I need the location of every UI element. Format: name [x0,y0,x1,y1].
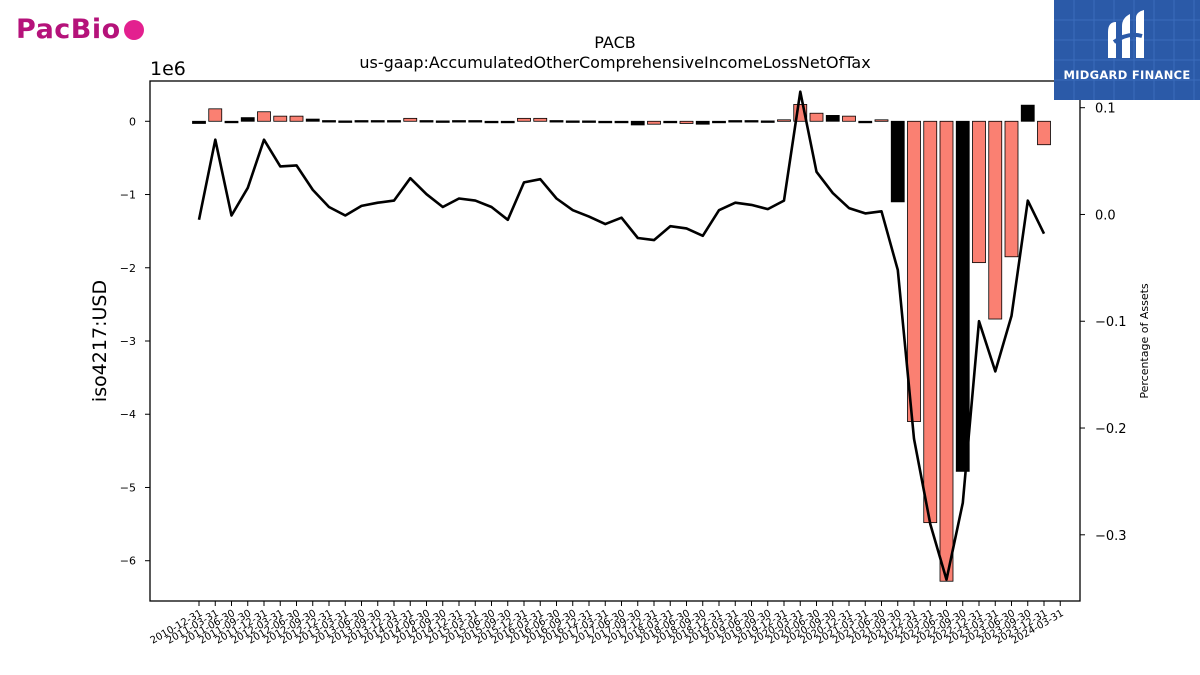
bar [403,117,418,122]
bar [289,115,304,122]
y-tick-label: −6 [120,555,136,568]
line-group [197,90,1046,581]
y-tick-label: −1 [120,189,136,202]
bar [939,120,954,582]
bar [825,115,840,122]
bar [354,120,369,123]
pacbio-logo-text: PacBio [16,13,121,45]
bar [468,120,483,123]
bar [387,120,401,123]
bar [679,120,694,124]
y-tick-label: 0 [129,115,136,128]
bar [955,120,970,472]
bar [712,120,726,124]
series-line [197,90,1046,581]
bar [972,120,986,264]
bar [484,120,499,124]
bar [549,120,564,123]
bar [338,120,353,123]
bar [630,120,645,126]
pacbio-logo: PacBio [16,12,144,46]
bar [224,120,239,124]
bar [582,120,596,123]
bar [744,120,759,123]
bar [533,117,548,122]
midgard-finance-logo: MIDGARD FINANCE [1054,0,1200,100]
bar [728,120,743,123]
bar [777,119,791,122]
bar [842,115,856,122]
y-offset-label: 1e6 [150,58,186,80]
bar [598,120,613,124]
bar [890,120,905,203]
y-tick-label: −3 [120,335,136,348]
logo-grid-pattern [1054,0,1200,100]
bar [419,120,434,123]
pacbio-logo-dot [123,20,144,40]
chart-title: PACB [594,33,635,52]
y2-tick-label: −0.3 [1095,529,1127,544]
y2-tick-label: 0.0 [1095,208,1116,223]
bar [988,120,1003,320]
bar [760,120,775,123]
bar [240,117,255,122]
bar [1020,104,1035,122]
y-tick-label: −4 [120,408,136,421]
y-axis-label: iso4217:USD [89,280,111,402]
bar [614,120,629,124]
bar [192,120,206,124]
bar [435,120,450,123]
bar [1037,120,1051,146]
bar [565,120,580,123]
bar [305,118,320,122]
y2-axis-label: Percentage of Assets [1138,283,1151,399]
bar [500,120,515,124]
y2-tick-label: −0.1 [1095,315,1127,330]
bars-group [192,104,1051,582]
midgard-logo-text: MIDGARD FINANCE [1063,68,1191,82]
bar [907,120,921,422]
y2-tick-label: −0.2 [1095,422,1127,437]
bar [517,117,531,122]
bar [452,120,466,123]
midgard-mark-icon [1108,10,1144,58]
bar [809,112,824,122]
bar [1004,120,1019,258]
bar [663,120,678,124]
y2-tick-label: 0.1 [1095,102,1116,117]
bar [923,120,938,524]
bar [874,119,889,122]
y-tick-label: −5 [120,481,136,494]
bar [208,108,223,122]
chart-subtitle: us-gaap:AccumulatedOtherComprehensiveInc… [359,53,870,72]
bar [322,120,336,123]
bar [695,120,710,125]
bar [257,111,271,122]
bar [273,115,288,122]
bar [858,120,873,124]
bar [370,120,385,123]
bar [647,120,661,125]
y-tick-label: −2 [120,262,136,275]
